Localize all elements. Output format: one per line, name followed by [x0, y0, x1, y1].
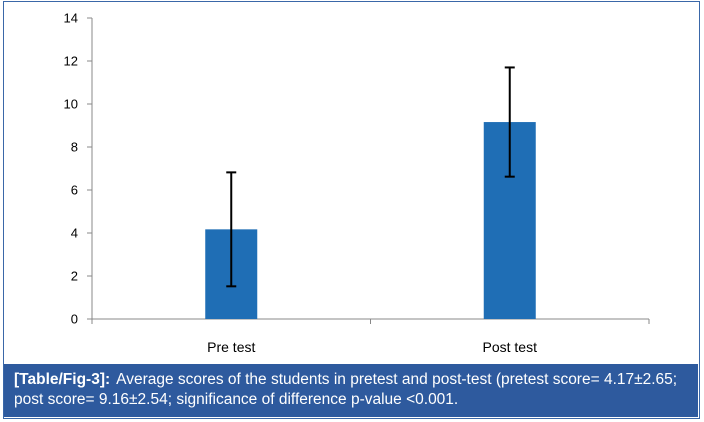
- x-category-label: Pre test: [207, 339, 255, 355]
- x-category-label: Post test: [483, 339, 538, 355]
- y-tick-label: 4: [71, 226, 78, 241]
- caption-text: Average scores of the students in pretes…: [14, 371, 678, 408]
- y-tick-label: 6: [71, 183, 78, 198]
- bar-chart: 0 2 4 6 8 10 12 14 Pre test Post test: [64, 11, 650, 355]
- y-tick-label: 12: [64, 54, 78, 69]
- y-tick-label: 14: [64, 11, 78, 26]
- figure-frame: 0 2 4 6 8 10 12 14 Pre test Post test [Table/Fig-…: [3, 1, 700, 419]
- caption-label: [Table/Fig-3]:: [14, 371, 111, 388]
- figure-caption: [Table/Fig-3]: Average scores of the stud…: [4, 364, 698, 417]
- y-tick-label: 0: [71, 312, 78, 327]
- y-tick-label: 10: [64, 97, 78, 112]
- y-tick-label: 8: [71, 140, 78, 155]
- y-tick-label: 2: [71, 269, 78, 284]
- chart-area: 0 2 4 6 8 10 12 14 Pre test Post test: [4, 2, 701, 364]
